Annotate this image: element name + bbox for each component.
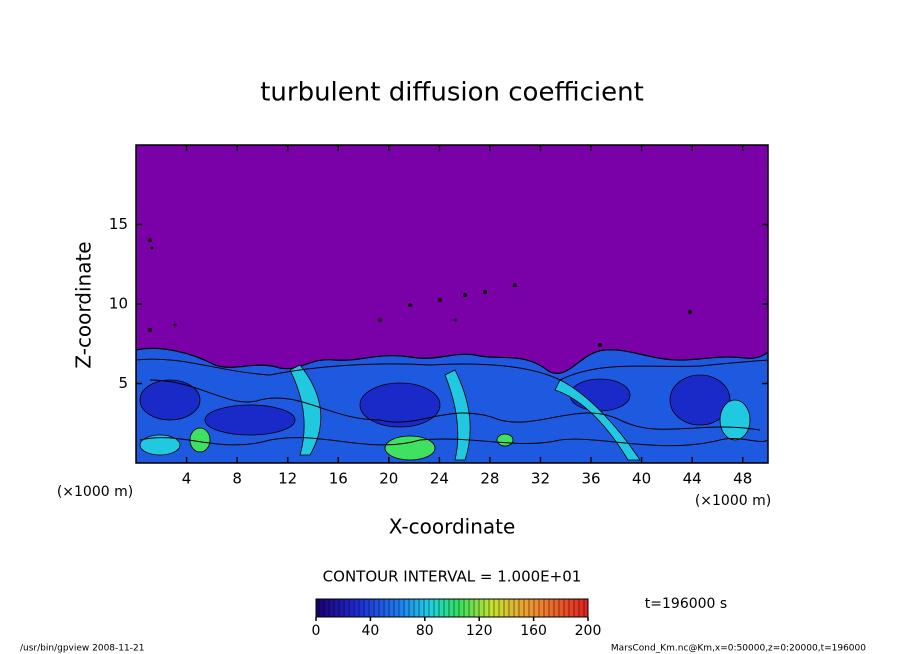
y-tick-label: 15 [109, 215, 128, 233]
footer-right: MarsCond_Km.nc@Km,x=0:50000,z=0:20000,t=… [611, 644, 866, 654]
x-tick-label: 28 [480, 470, 499, 488]
x-tick-label: 20 [379, 470, 398, 488]
x-tick-label: 44 [683, 470, 702, 488]
field-patches [139, 364, 751, 461]
colorbar-tick-label: 200 [575, 623, 602, 639]
x-tick-label: 24 [430, 470, 449, 488]
plot-area [136, 145, 768, 463]
y-tick-label: 10 [109, 295, 128, 313]
contour-lines [136, 358, 768, 447]
colorbar-tick-label: 0 [312, 623, 321, 639]
field-specks [148, 238, 692, 347]
x-tick-label: 12 [278, 470, 297, 488]
x-axis-unit: (×1000 m) [695, 493, 771, 509]
contour-interval: CONTOUR INTERVAL = 1.000E+01 [323, 568, 582, 586]
x-tick-label: 36 [581, 470, 600, 488]
colorbar-tick-label: 120 [466, 623, 493, 639]
x-tick-label: 32 [531, 470, 550, 488]
colorbar-tick-label: 40 [361, 623, 379, 639]
x-axis-title: X-coordinate [389, 515, 516, 539]
time-label: t=196000 s [645, 596, 727, 612]
y-tick-label: 5 [118, 374, 128, 392]
x-tick-label: 4 [182, 470, 192, 488]
footer-left: /usr/bin/gpview 2008-11-21 [20, 644, 144, 654]
x-tick-label: 16 [329, 470, 348, 488]
colorbar-tick-label: 80 [416, 623, 434, 639]
x-tick-label: 40 [632, 470, 651, 488]
chart-title: turbulent diffusion coefficient [260, 78, 644, 108]
x-tick-label: 8 [232, 470, 242, 488]
colorbar-tick-label: 160 [520, 623, 547, 639]
x-tick-label: 48 [733, 470, 752, 488]
colorbar-stripes [316, 599, 588, 617]
y-axis-unit: (×1000 m) [57, 484, 133, 500]
y-axis-title: Z-coordinate [72, 241, 96, 368]
